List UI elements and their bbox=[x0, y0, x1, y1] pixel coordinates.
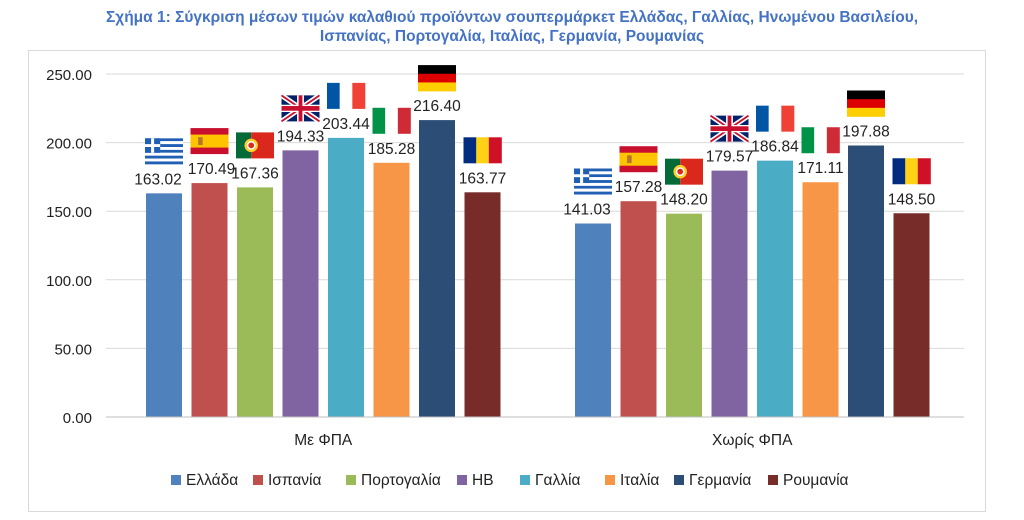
uk-flag-icon bbox=[709, 113, 750, 144]
bar-italy-without-vat bbox=[802, 182, 839, 417]
greece-flag-icon bbox=[574, 168, 612, 195]
legend-label: ΗΒ bbox=[472, 472, 494, 489]
bar-france-without-vat bbox=[757, 160, 793, 417]
romania-flag-icon bbox=[892, 158, 931, 185]
legend-label: Ελλάδα bbox=[186, 472, 238, 489]
data-label: 171.11 bbox=[797, 160, 843, 177]
legend-swatch bbox=[520, 475, 530, 485]
bar-uk-without-vat bbox=[711, 170, 748, 417]
legend-swatch bbox=[605, 475, 615, 485]
y-tick-label: 150.00 bbox=[46, 204, 92, 221]
data-label: 185.28 bbox=[368, 141, 415, 158]
legend-label: Γαλλία bbox=[535, 472, 580, 489]
x-category-label: Χωρίς ΦΠΑ bbox=[712, 432, 793, 449]
data-label: 148.50 bbox=[888, 191, 936, 208]
chart-title-line-2: Ισπανίας, Πορτογαλία, Ιταλίας, Γερμανία,… bbox=[319, 28, 705, 45]
uk-flag-icon bbox=[280, 93, 321, 124]
chart-title-line-1: Σχήμα 1: Σύγκριση μέσων τιμών καλαθιού π… bbox=[105, 9, 919, 26]
bar-spain-without-vat bbox=[620, 201, 657, 417]
x-category-label: Με ΦΠΑ bbox=[294, 432, 353, 449]
spain-flag-icon bbox=[190, 128, 229, 155]
bar-portugal-with-vat bbox=[237, 187, 273, 417]
y-tick-label: 250.00 bbox=[46, 67, 92, 84]
bar-greece-with-vat bbox=[146, 193, 182, 417]
data-label: 203.44 bbox=[322, 116, 370, 133]
italy-flag-icon bbox=[372, 107, 411, 134]
bar-france-with-vat bbox=[328, 137, 364, 418]
legend-label: Πορτογαλία bbox=[361, 472, 441, 489]
bar-italy-with-vat bbox=[373, 162, 410, 417]
portugal-flag-icon bbox=[236, 132, 274, 159]
romania-flag-icon bbox=[463, 137, 502, 164]
portugal-flag-icon bbox=[665, 158, 703, 185]
data-label: 194.33 bbox=[277, 128, 324, 145]
spain-flag-icon bbox=[619, 146, 658, 173]
bar-romania-without-vat bbox=[893, 213, 930, 417]
data-label: 163.77 bbox=[459, 170, 506, 187]
y-tick-label: 0.00 bbox=[63, 410, 92, 427]
y-tick-label: 100.00 bbox=[46, 273, 92, 290]
france-flag-icon bbox=[327, 82, 366, 109]
data-label: 186.84 bbox=[751, 139, 799, 156]
italy-flag-icon bbox=[801, 127, 840, 154]
data-label: 167.36 bbox=[231, 165, 278, 182]
data-label: 216.40 bbox=[413, 98, 461, 115]
data-label: 170.49 bbox=[188, 161, 235, 178]
germany-flag-icon bbox=[418, 65, 456, 92]
data-label: 163.02 bbox=[134, 171, 181, 188]
legend-swatch bbox=[346, 475, 356, 485]
bar-uk-with-vat bbox=[282, 150, 319, 417]
legend-swatch bbox=[674, 475, 684, 485]
chart-frame bbox=[28, 50, 986, 512]
legend-swatch bbox=[457, 475, 467, 485]
bar-germany-without-vat bbox=[848, 145, 884, 417]
legend-label: Γερμανία bbox=[689, 472, 751, 489]
data-label: 148.20 bbox=[660, 192, 708, 209]
legend-label: Ρουμανία bbox=[783, 472, 849, 489]
y-tick-label: 200.00 bbox=[46, 136, 92, 153]
bar-romania-with-vat bbox=[464, 192, 501, 417]
greece-flag-icon bbox=[145, 138, 183, 165]
chart-title: Σχήμα 1: Σύγκριση μέσων τιμών καλαθιού π… bbox=[0, 8, 1024, 46]
y-tick-label: 50.00 bbox=[54, 341, 92, 358]
germany-flag-icon bbox=[847, 90, 885, 117]
france-flag-icon bbox=[756, 105, 795, 132]
bar-greece-without-vat bbox=[575, 223, 611, 417]
data-label: 197.88 bbox=[842, 124, 889, 141]
legend-swatch bbox=[768, 475, 778, 485]
legend-label: Ιταλία bbox=[620, 472, 659, 489]
data-label: 179.57 bbox=[706, 149, 753, 166]
legend-swatch bbox=[253, 475, 263, 485]
bar-germany-with-vat bbox=[419, 120, 455, 418]
legend-swatch bbox=[171, 475, 181, 485]
legend-label: Ισπανία bbox=[268, 472, 322, 489]
bar-portugal-without-vat bbox=[666, 213, 702, 417]
data-label: 157.28 bbox=[615, 179, 662, 196]
data-label: 141.03 bbox=[563, 202, 610, 219]
bar-spain-with-vat bbox=[191, 183, 228, 417]
